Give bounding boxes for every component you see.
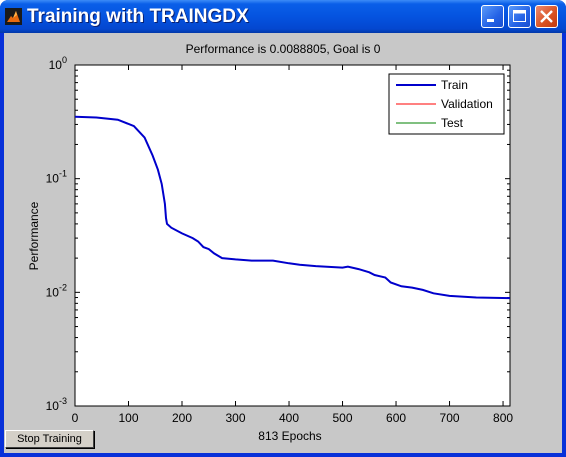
title-bar[interactable]: Training with TRAINGDX — [0, 0, 566, 33]
y-tick-base: 10 — [46, 285, 60, 299]
x-tick-label: 600 — [386, 411, 406, 425]
window-title: Training with TRAINGDX — [27, 6, 249, 27]
close-icon — [540, 10, 553, 23]
y-tick-label: 10-2 — [46, 282, 67, 299]
y-axis-label: Performance — [27, 201, 41, 270]
y-tick-base: 10 — [49, 58, 63, 72]
y-tick-exponent: 0 — [62, 55, 67, 65]
minimize-icon — [487, 19, 494, 22]
train-series-line — [74, 115, 511, 300]
x-tick-label: 400 — [279, 411, 299, 425]
chart-title: Performance is 0.0088805, Goal is 0 — [185, 42, 381, 56]
legend-train-label: Train — [441, 78, 468, 92]
y-tick-base: 10 — [46, 399, 60, 413]
legend: Train Validation Test — [388, 73, 505, 135]
x-tick-label: 0 — [72, 411, 79, 425]
matlab-logo-icon — [5, 8, 22, 25]
x-tick-label: 200 — [172, 411, 192, 425]
maximize-button[interactable] — [508, 5, 531, 28]
stop-training-button[interactable]: Stop Training — [5, 430, 94, 448]
legend-test-label: Test — [441, 116, 464, 130]
minimize-button[interactable] — [481, 5, 504, 28]
y-tick-exponent: -3 — [59, 396, 67, 406]
x-tick-label: 500 — [333, 411, 353, 425]
legend-validation-label: Validation — [441, 97, 493, 111]
x-tick-label: 100 — [118, 411, 138, 425]
y-tick-exponent: -2 — [59, 282, 67, 292]
maximize-icon — [513, 10, 526, 22]
close-button[interactable] — [535, 5, 558, 28]
y-tick-exponent: -1 — [59, 169, 67, 179]
x-tick-label: 800 — [493, 411, 513, 425]
y-tick-label: 10-3 — [46, 396, 67, 413]
x-axis-label: 813 Epochs — [258, 429, 321, 443]
y-tick-base: 10 — [46, 172, 60, 186]
y-tick-label: 10-1 — [46, 169, 67, 186]
y-tick-label: 100 — [49, 55, 67, 72]
x-tick-label: 700 — [440, 411, 460, 425]
x-tick-label: 300 — [226, 411, 246, 425]
